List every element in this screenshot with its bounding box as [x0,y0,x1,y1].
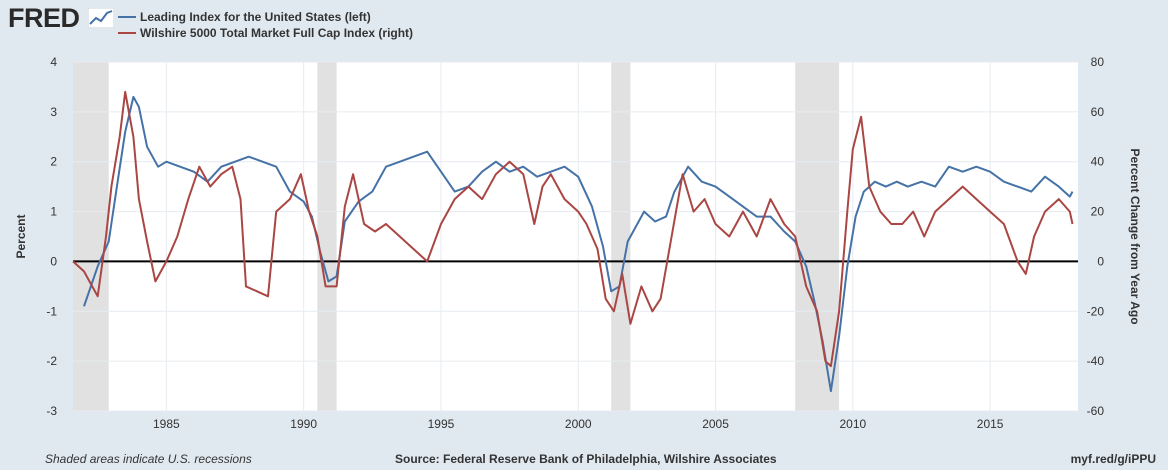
x-tick-label: 1990 [290,417,317,431]
y-tick-label-right: 40 [1091,155,1105,169]
recession-shade [611,62,631,411]
y-axis-title-left: Percent [14,214,28,258]
x-tick-label: 1985 [153,417,180,431]
fred-logo[interactable]: FRED [8,3,80,33]
footer-source: Source: Federal Reserve Bank of Philadel… [395,452,777,466]
y-tick-label-left: 3 [50,105,57,119]
plot-area [73,62,1078,411]
y-tick-label-right: -20 [1087,304,1105,318]
y-tick-label-left: -3 [46,404,57,418]
y-tick-label-right: 20 [1091,205,1105,219]
series-line-wilshire[interactable] [72,90,1074,368]
x-tick-label: 2005 [702,417,729,431]
recession-shade [73,62,109,411]
recession-shade [795,62,840,411]
y-tick-label-right: 60 [1091,105,1105,119]
footer-short-url[interactable]: myf.red/g/iPPU [1070,452,1156,466]
legend-label-wilshire: Wilshire 5000 Total Market Full Cap Inde… [140,26,414,40]
y-tick-label-left: 1 [50,205,57,219]
x-tick-label: 2010 [839,417,866,431]
legend-item-leading-index[interactable]: Leading Index for the United States (lef… [118,9,413,25]
legend-swatch-blue [118,16,136,18]
y-axis-title-right: Percent Change from Year Ago [1128,148,1142,324]
y-tick-label-left: 2 [50,155,57,169]
x-tick-label: 2015 [977,417,1004,431]
y-tick-label-right: -60 [1087,404,1105,418]
fred-logo-graph-icon [88,8,114,28]
chart-legend: Leading Index for the United States (lef… [118,9,413,41]
y-tick-label-right: 0 [1097,254,1104,268]
x-tick-label: 2000 [565,417,592,431]
legend-item-wilshire[interactable]: Wilshire 5000 Total Market Full Cap Inde… [118,25,413,41]
footer-recession-note: Shaded areas indicate U.S. recessions [45,452,252,466]
y-tick-label-right: 80 [1091,55,1105,69]
y-tick-label-right: -40 [1087,354,1105,368]
y-tick-label-left: 0 [50,254,57,268]
y-tick-label-left: -2 [46,354,57,368]
y-tick-label-left: -1 [46,304,57,318]
recession-shade [317,62,337,411]
series-line-leading-index[interactable] [83,95,1074,393]
legend-label-leading-index: Leading Index for the United States (lef… [140,10,371,24]
legend-swatch-red [118,32,136,34]
y-tick-label-left: 4 [50,55,57,69]
x-tick-label: 1995 [428,417,455,431]
